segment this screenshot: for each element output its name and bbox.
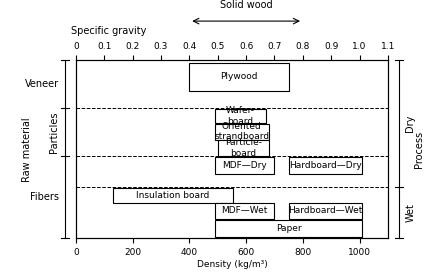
Text: Hardboard—Dry: Hardboard—Dry (289, 161, 362, 170)
Bar (215, 203, 274, 219)
Text: Paper: Paper (276, 224, 301, 233)
Bar (215, 124, 269, 139)
Bar (218, 141, 269, 156)
Text: Particle-
board: Particle- board (225, 138, 262, 158)
Bar (190, 63, 289, 90)
Text: Hardboard—Wet: Hardboard—Wet (289, 206, 363, 215)
Text: Process: Process (414, 131, 424, 168)
Text: Wafer-
board: Wafer- board (226, 106, 255, 126)
Bar (215, 220, 363, 236)
Text: Dry: Dry (405, 115, 415, 132)
Text: Fibers: Fibers (29, 192, 59, 202)
Text: Plywood: Plywood (220, 72, 258, 81)
Text: Solid wood: Solid wood (220, 0, 273, 10)
Bar (289, 157, 363, 174)
Bar (215, 157, 274, 174)
Text: Raw material: Raw material (22, 117, 33, 182)
Bar (113, 188, 233, 203)
Bar (289, 203, 363, 219)
Text: Veneer: Veneer (25, 79, 59, 89)
Text: Wet: Wet (405, 203, 415, 222)
Text: Oriented
strandboard: Oriented strandboard (214, 122, 269, 141)
Text: MDF—Wet: MDF—Wet (222, 206, 268, 215)
X-axis label: Density (kg/m³): Density (kg/m³) (197, 260, 267, 269)
Text: MDF—Dry: MDF—Dry (222, 161, 267, 170)
Text: Particles: Particles (49, 112, 59, 153)
Text: Insulation board: Insulation board (136, 191, 210, 200)
Text: Specific gravity: Specific gravity (71, 26, 147, 36)
Bar (215, 109, 266, 123)
